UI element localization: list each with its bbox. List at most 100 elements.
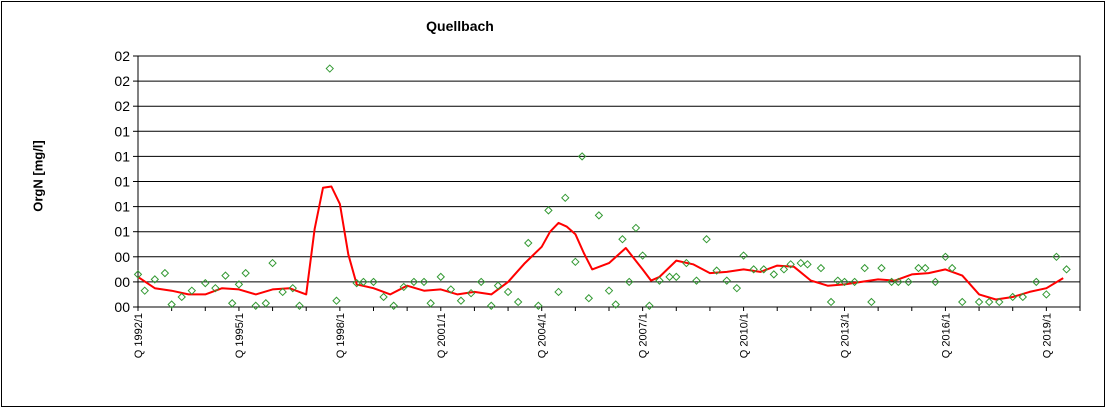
data-point (278, 287, 287, 297)
x-tick-label: Q 2007/1 (638, 313, 650, 358)
data-point (1008, 292, 1017, 302)
data-point (631, 223, 641, 233)
data-point (325, 64, 334, 73)
data-point (958, 297, 967, 307)
data-point (150, 275, 160, 284)
y-tick-label: 00 (114, 299, 130, 315)
data-point (352, 278, 361, 288)
data-point (476, 277, 486, 287)
data-point (833, 276, 842, 285)
data-point (288, 283, 297, 293)
data-point (251, 301, 260, 310)
y-tick-label: 01 (114, 199, 130, 215)
y-tick-label: 02 (114, 98, 130, 114)
data-point (446, 285, 456, 294)
data-point (399, 282, 408, 292)
data-point (604, 286, 614, 295)
data-point (544, 206, 553, 215)
data-point (436, 272, 445, 282)
data-point (947, 263, 957, 273)
data-point (359, 277, 368, 287)
data-point (1018, 292, 1028, 302)
y-tick-label: 02 (114, 48, 130, 64)
y-tick-label: 01 (114, 174, 130, 190)
data-point (409, 277, 419, 287)
data-point (665, 272, 674, 282)
data-point (867, 297, 876, 307)
data-point (759, 265, 768, 274)
data-point (513, 297, 523, 307)
data-point (1062, 265, 1071, 274)
data-point (712, 266, 721, 275)
data-point (571, 257, 580, 267)
y-tick-label: 01 (114, 123, 130, 139)
data-point (894, 277, 903, 287)
x-tick-label: Q 2016/1 (940, 313, 952, 358)
data-point (840, 277, 849, 287)
x-tick-label: Q 2010/1 (739, 313, 751, 358)
data-point (722, 276, 731, 285)
data-point (624, 277, 634, 287)
data-point (133, 270, 143, 279)
x-tick-label: Q 2019/1 (1041, 313, 1053, 358)
data-point (487, 301, 496, 310)
data-point (826, 297, 836, 307)
data-point (369, 277, 378, 287)
data-point (594, 211, 604, 220)
data-point (769, 270, 779, 279)
y-tick-label: 02 (114, 73, 130, 89)
data-point (456, 296, 466, 305)
data-point (796, 258, 805, 268)
data-point (816, 263, 826, 273)
data-point (887, 277, 896, 287)
x-tick-label: Q 1992/1 (133, 313, 145, 358)
data-point (941, 252, 950, 262)
data-point (561, 193, 570, 203)
data-point (584, 294, 594, 303)
data-point (655, 276, 664, 285)
data-point (984, 297, 994, 307)
data-point (638, 251, 647, 260)
data-point (786, 260, 795, 269)
data-point (160, 268, 170, 278)
x-tick-label: Q 2013/1 (840, 313, 852, 358)
data-point (332, 296, 341, 305)
data-point (877, 263, 886, 273)
data-point (1042, 290, 1051, 299)
data-point (201, 278, 210, 288)
data-point (241, 268, 250, 278)
data-point (914, 263, 923, 273)
data-point (995, 297, 1004, 307)
data-point (904, 277, 913, 287)
data-point (493, 281, 503, 290)
data-point (503, 287, 513, 297)
data-point (1032, 277, 1041, 287)
data-point (221, 271, 230, 280)
data-point (389, 301, 398, 310)
series-line (137, 185, 1064, 301)
data-point (466, 288, 476, 298)
data-point (211, 283, 220, 293)
data-point (261, 299, 271, 308)
data-point (187, 286, 197, 295)
data-point (618, 235, 627, 244)
data-point (234, 280, 244, 289)
data-point (692, 276, 701, 285)
data-point (672, 272, 681, 282)
y-tick-label: 01 (114, 224, 130, 240)
x-tick-label: Q 1995/1 (234, 313, 246, 358)
data-point (534, 301, 543, 310)
data-point (645, 301, 654, 310)
data-point (295, 301, 304, 310)
y-tick-label: 00 (114, 274, 130, 290)
x-tick-label: Q 2001/1 (436, 313, 448, 358)
data-point (921, 263, 930, 273)
chart-title: Quellbach (426, 18, 494, 34)
data-point (850, 277, 859, 287)
data-point (524, 238, 533, 248)
data-point (803, 260, 812, 269)
data-point (860, 263, 869, 273)
data-point (554, 287, 563, 297)
